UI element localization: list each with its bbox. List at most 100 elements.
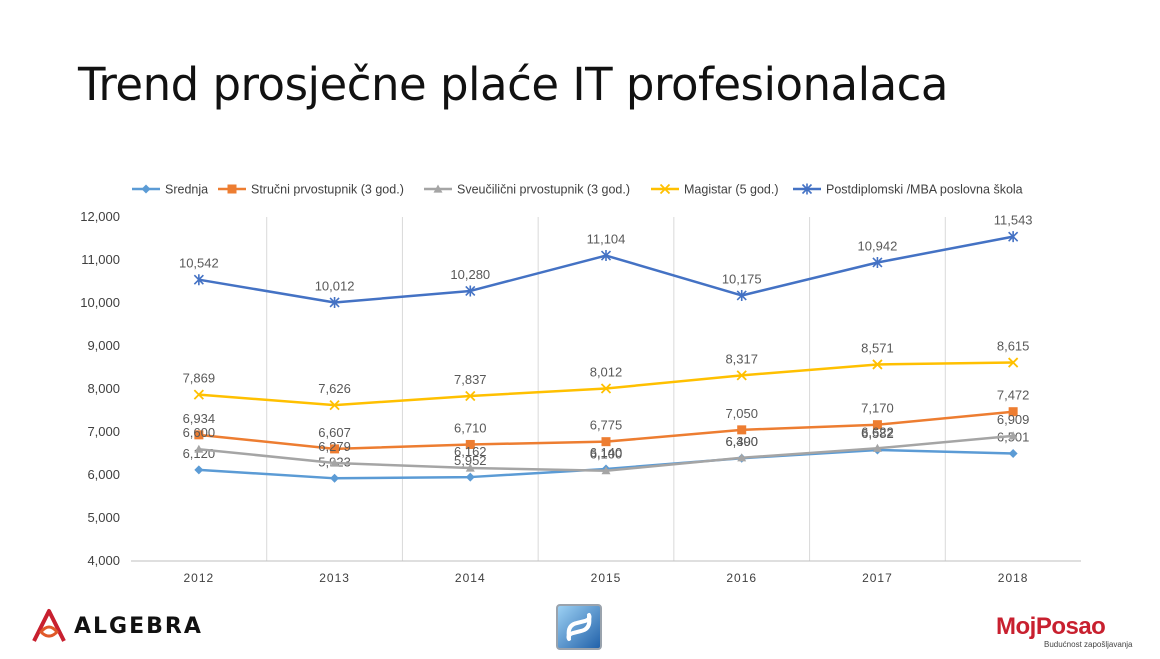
- data-label: 6,607: [318, 425, 351, 440]
- data-label: 6,934: [183, 411, 216, 426]
- data-label: 7,626: [318, 381, 351, 396]
- mojposao-wordmark: MojPosao: [996, 613, 1106, 640]
- x-axis: 2012 2013 2014 2015 2016 2017 2018: [184, 571, 1029, 585]
- data-label: 8,615: [997, 339, 1030, 354]
- x-tick-label: 2017: [862, 571, 893, 585]
- mojposao-logo: MojPosao Budućnost zapošljavanja: [996, 613, 1136, 650]
- data-point: [330, 473, 340, 483]
- data-point: [141, 184, 151, 194]
- legend-item: Stručni prvostupnik (3 god.): [218, 183, 404, 197]
- data-point: [601, 437, 611, 447]
- data-point: [600, 250, 612, 262]
- data-point: [194, 465, 204, 475]
- legend-label: Sveučilični prvostupnik (3 god.): [457, 183, 630, 197]
- x-tick-label: 2018: [998, 571, 1029, 585]
- data-label: 6,775: [590, 418, 623, 433]
- data-label: 6,162: [454, 444, 487, 459]
- slide-title: Trend prosječne plaće IT profesionalaca: [78, 58, 949, 111]
- data-point: [329, 296, 340, 308]
- data-point: [465, 463, 475, 472]
- data-point: [193, 274, 204, 286]
- y-tick-label: 7,000: [87, 424, 120, 439]
- data-point: [194, 430, 204, 440]
- data-point: [1008, 357, 1019, 368]
- legend-item: Sveučilični prvostupnik (3 god.): [424, 183, 630, 197]
- data-label: 8,317: [725, 351, 758, 366]
- data-label: 6,400: [725, 434, 758, 449]
- legend: Srednja Stručni prvostupnik (3 god.) Sveuč…: [132, 183, 1023, 197]
- data-label: 6,600: [183, 425, 216, 440]
- y-tick-label: 9,000: [87, 338, 120, 353]
- legend-label: Srednja: [165, 183, 208, 197]
- legend-label: Postdiplomski /MBA poslovna škola: [826, 183, 1023, 197]
- x-tick-label: 2014: [455, 571, 486, 585]
- data-point: [737, 453, 747, 462]
- data-label: 10,542: [179, 256, 219, 271]
- data-point: [1008, 448, 1018, 458]
- y-axis: 4,000 5,000 6,000 7,000 8,000 9,000 10,000 11,0…: [80, 209, 120, 568]
- data-label: 7,472: [997, 388, 1030, 403]
- algebra-mark-icon: [32, 609, 66, 642]
- x-tick-label: 2016: [726, 571, 757, 585]
- y-tick-label: 10,000: [80, 295, 120, 310]
- y-tick-label: 11,000: [81, 252, 120, 267]
- data-label: 7,837: [454, 372, 487, 387]
- data-label: 11,104: [587, 232, 626, 247]
- data-point: [736, 370, 747, 381]
- data-label: 6,279: [318, 439, 351, 454]
- data-label: 6,710: [454, 420, 487, 435]
- data-point: [1008, 407, 1018, 417]
- data-label: 7,170: [861, 401, 894, 416]
- y-tick-label: 12,000: [80, 209, 120, 224]
- legend-label: Stručni prvostupnik (3 god.): [251, 183, 404, 197]
- data-point: [465, 439, 475, 449]
- data-point: [801, 183, 813, 195]
- data-label: 6,582: [861, 426, 894, 441]
- data-label: 6,390: [725, 434, 758, 449]
- series-4: 7,869 7,626 7,837 8,012 8,317 8,571 8,615: [183, 339, 1030, 411]
- data-label: 6,622: [861, 424, 894, 439]
- data-label: 10,942: [858, 238, 898, 253]
- series-2: 6,934 6,607 6,710 6,775 7,050 7,170 7,472: [183, 388, 1030, 454]
- data-label: 6,140: [590, 445, 623, 460]
- data-label: 6,909: [997, 412, 1030, 427]
- data-point: [872, 256, 883, 268]
- data-point: [194, 444, 204, 453]
- algebra-wordmark: ALGEBRA: [74, 613, 203, 639]
- legend-item: Srednja: [132, 183, 208, 197]
- data-point: [600, 383, 612, 394]
- series-3: 6,600 6,279 6,162 6,100 6,400 6,622 6,909: [183, 412, 1030, 475]
- data-point: [465, 472, 475, 482]
- data-point: [330, 444, 340, 454]
- y-tick-label: 8,000: [87, 381, 120, 396]
- data-label: 8,571: [861, 340, 894, 355]
- mojposao-tagline: Budućnost zapošljavanja: [1044, 640, 1133, 649]
- data-label: 10,175: [722, 271, 762, 286]
- legend-label: Magistar (5 god.): [684, 183, 778, 197]
- data-label: 10,012: [315, 278, 355, 293]
- data-point: [433, 184, 443, 193]
- data-point: [1008, 431, 1018, 440]
- data-label: 10,280: [450, 267, 490, 282]
- data-point: [737, 425, 747, 435]
- legend-item: Magistar (5 god.): [651, 183, 778, 197]
- data-point: [736, 289, 747, 301]
- data-point: [1008, 231, 1019, 243]
- data-point: [465, 285, 476, 297]
- line-chart: 4,000 5,000 6,000 7,000 8,000 9,000 10,000 11,0…: [80, 183, 1081, 585]
- data-point: [465, 390, 476, 402]
- y-tick-label: 5,000: [87, 510, 120, 525]
- data-label: 11,543: [994, 213, 1033, 228]
- data-label: 7,050: [725, 406, 758, 421]
- data-point: [330, 458, 340, 467]
- data-point: [872, 359, 883, 370]
- data-point: [872, 443, 882, 452]
- y-tick-label: 4,000: [87, 553, 120, 568]
- data-point: [227, 184, 237, 194]
- legend-item: Postdiplomski /MBA poslovna škola: [793, 183, 1023, 197]
- x-tick-label: 2015: [591, 571, 622, 585]
- data-label: 7,869: [183, 371, 216, 386]
- data-label: 5,952: [454, 453, 487, 468]
- emblem-icon: [556, 604, 602, 650]
- algebra-logo: ALGEBRA: [30, 606, 203, 646]
